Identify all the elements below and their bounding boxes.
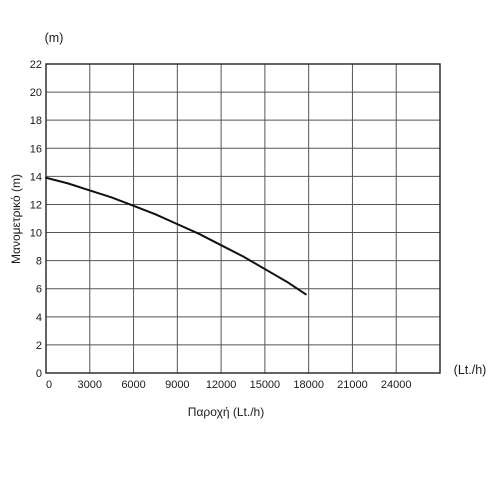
y-tick-labels: 0 2 4 6 8 10 12 14 16 18 20 22 xyxy=(30,59,42,380)
y-tick-label: 22 xyxy=(30,59,42,71)
plot-frame xyxy=(45,63,441,374)
y-tick-label: 2 xyxy=(36,340,42,352)
series-line xyxy=(45,176,307,296)
x-tick-label: 3000 xyxy=(78,379,102,391)
x-tick-label: 21000 xyxy=(337,379,368,391)
y-tick-label: 8 xyxy=(36,256,42,268)
plot-border xyxy=(45,63,441,374)
y-axis-title: Μανομετρικό (m) xyxy=(9,174,23,264)
x-tick-labels: 0 3000 6000 9000 12000 15000 18000 21000 24000 xyxy=(46,379,412,391)
y-tick-label: 14 xyxy=(30,171,42,183)
y-tick-label: 16 xyxy=(30,143,42,155)
y-unit-label: (m) xyxy=(45,31,64,45)
y-tick-label: 12 xyxy=(30,199,42,211)
x-tick-label: 12000 xyxy=(206,379,237,391)
y-tick-label: 6 xyxy=(36,284,42,296)
x-tick-label: 24000 xyxy=(381,379,412,391)
y-tick-label: 20 xyxy=(30,87,42,99)
series-layer xyxy=(45,176,307,296)
x-axis-title: Παροχή (Lt./h) xyxy=(188,405,264,419)
x-tick-label: 6000 xyxy=(121,379,145,391)
x-tick-label: 0 xyxy=(46,379,52,391)
grid xyxy=(46,64,440,373)
x-unit-label: (Lt./h) xyxy=(454,363,487,377)
y-tick-label: 10 xyxy=(30,228,42,240)
y-tick-label: 18 xyxy=(30,115,42,127)
y-tick-label: 4 xyxy=(36,312,42,324)
y-tick-label: 0 xyxy=(36,368,42,380)
x-tick-label: 18000 xyxy=(293,379,324,391)
x-tick-label: 15000 xyxy=(250,379,281,391)
x-tick-label: 9000 xyxy=(165,379,189,391)
